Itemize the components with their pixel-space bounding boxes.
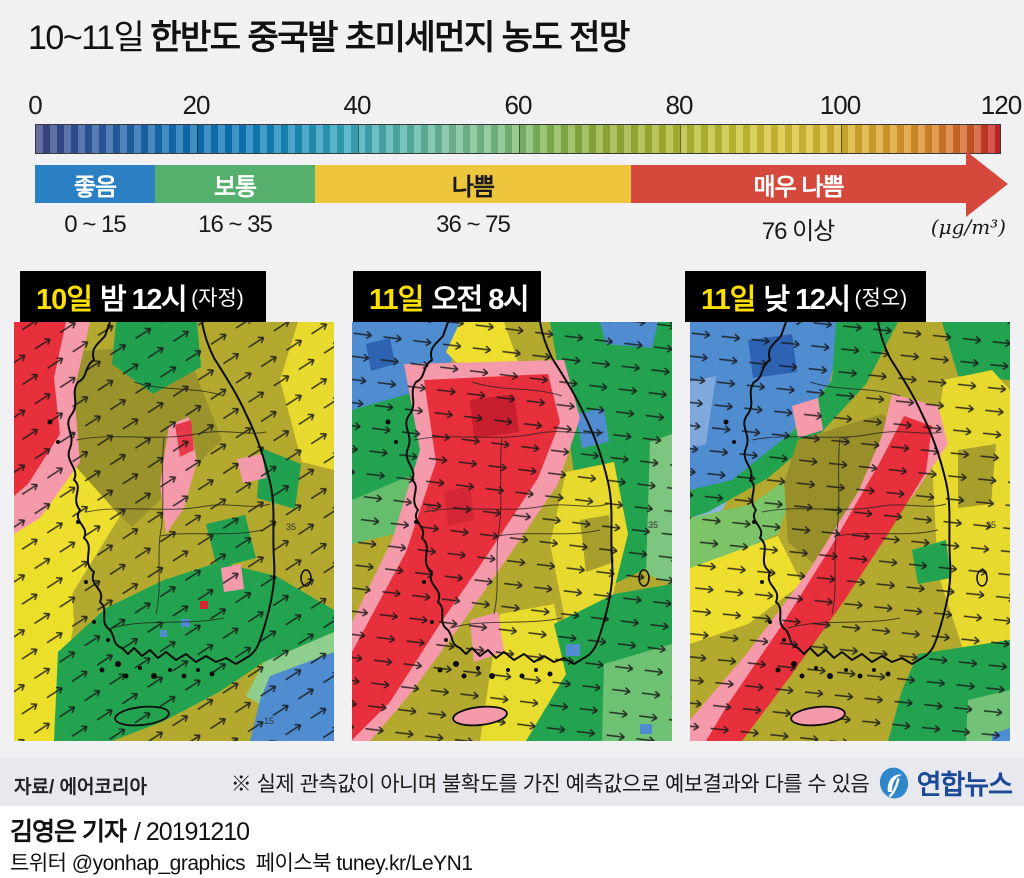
contour-label: 35 [286, 522, 296, 532]
title-prefix: 10~11일 [28, 19, 145, 57]
footer-band [0, 758, 1024, 806]
disclaimer-text: ※ 실제 관측값이 아니며 불확도를 가진 예측값으로 예보결과와 다를 수 있… [230, 773, 870, 796]
range-verybad: 76 이상 [761, 218, 836, 245]
category-good: 좋음 [35, 165, 155, 203]
forecast-map-2: 75 35 [352, 322, 672, 741]
gradient-separator [197, 125, 198, 153]
scale-tick-100: 100 [819, 90, 861, 120]
category-verybad-label: 매우 나쁨 [753, 173, 845, 201]
panel-3-header: 11일 낮 12시 (정오) [685, 271, 926, 322]
map-panel-2: 75 35 [352, 322, 672, 741]
range-moderate: 16 ~ 35 [198, 211, 273, 238]
category-verybad: 매우 나쁨 [631, 165, 966, 203]
byline-date: / 20191210 [133, 818, 250, 846]
gradient-separator [519, 125, 520, 153]
coastal-islands [723, 419, 891, 679]
gradient-separator [841, 125, 842, 153]
contour-label: 35 [648, 520, 658, 530]
category-moderate-label: 보통 [213, 173, 257, 201]
panel-3-suffix: (정오) [854, 286, 908, 310]
range-good: 0 ~ 15 [64, 211, 126, 238]
panel-2-header: 11일 오전 8시 [353, 271, 541, 322]
contour-label: 15 [264, 716, 274, 726]
wind-arrows-e [352, 322, 672, 741]
forecast-map-1: 35 15 [14, 322, 334, 741]
data-source: 자료/ 에어코리아 [14, 777, 147, 798]
page-title: 10~11일 한반도 중국발 초미세먼지 농도 전망 [28, 10, 630, 59]
gradient-separator [358, 125, 359, 153]
category-bad-label: 나쁨 [451, 173, 495, 201]
map-panel-3: 75 35 [690, 322, 1010, 741]
coastal-islands [385, 419, 553, 679]
gradient-separator [680, 125, 681, 153]
yonhap-logo-icon [879, 767, 908, 798]
jeju-island-outline [452, 705, 508, 727]
panel-2-time: 오전 8시 [431, 283, 529, 316]
category-moderate: 보통 [155, 165, 315, 203]
scale-tick-60: 60 [504, 90, 533, 120]
panel-1-time: 밤 12시 [99, 283, 188, 316]
panel-3-time: 낮 12시 [763, 283, 851, 316]
range-bad: 36 ~ 75 [436, 211, 511, 238]
contour-label: 75 [840, 436, 850, 446]
color-gradient-bar [35, 124, 1001, 154]
yonhap-logo-text: 연합뉴스 [916, 770, 1013, 800]
coastal-islands [47, 419, 215, 679]
scale-tick-20: 20 [182, 90, 211, 120]
contour-label: 75 [426, 504, 436, 514]
panel-1-suffix: (자정) [191, 286, 244, 310]
title-main: 한반도 중국발 초미세먼지 농도 전망 [150, 19, 630, 57]
category-bar: 좋음 보통 나쁨 매우 나쁨 [0, 151, 1024, 217]
forecast-map-3: 75 35 [690, 322, 1010, 741]
panel-1-header: 10일 밤 12시 (자정) [20, 271, 266, 322]
category-bad: 나쁨 [315, 165, 631, 203]
scale-tick-80: 80 [665, 90, 694, 120]
scale-tick-0: 0 [28, 90, 43, 120]
yonhap-logo: 연합뉴스 [876, 763, 1013, 802]
arrow-right-icon [966, 151, 1008, 217]
scale-tick-120: 120 [980, 90, 1022, 120]
byline: 김영은 기자/ 20191210 [10, 812, 250, 848]
credits-background [0, 806, 1024, 878]
social-links: 트위터 @yonhap_graphics 페이스북 tuney.kr/LeYN1 [10, 852, 473, 875]
reporter-name: 김영은 기자 [10, 818, 127, 846]
unit-label: (μg/m³) [930, 215, 1006, 239]
contour-label: 35 [986, 520, 996, 530]
wind-arrows-e [690, 322, 1010, 741]
jeju-island-outline [114, 705, 170, 727]
scale-tick-40: 40 [343, 90, 372, 120]
jeju-island-outline [790, 705, 846, 727]
map-panel-1: 35 15 [14, 322, 334, 741]
panel-3-day: 11일 [701, 283, 756, 316]
panel-1-day: 10일 [36, 283, 93, 316]
wind-arrows-ne [14, 322, 334, 741]
category-good-label: 좋음 [73, 173, 117, 201]
panel-2-day: 11일 [369, 283, 424, 316]
